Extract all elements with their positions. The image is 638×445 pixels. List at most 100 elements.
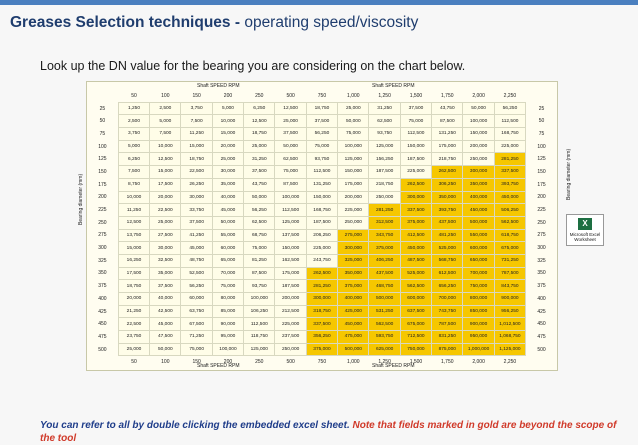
dn-cell: 50,000	[274, 139, 307, 154]
speed-label-1000: 1,000	[337, 90, 369, 103]
speed-label-1500: 1,500	[400, 90, 432, 103]
dn-cell: 850,000	[462, 304, 495, 319]
dn-cell: 25,000	[274, 114, 307, 129]
dn-cell: 787,500	[431, 317, 464, 332]
diameter-label-100: 100	[525, 140, 557, 153]
caption-top-left: Shaft SPEED RPM	[197, 83, 240, 89]
dn-cell: 65,000	[211, 253, 245, 268]
dn-cell: 100,000	[462, 114, 495, 129]
diameter-label-375: 375	[87, 279, 119, 293]
diameter-label-150: 150	[525, 165, 557, 179]
dn-cell: 93,750	[368, 127, 401, 141]
dn-cell: 500,000	[462, 215, 495, 230]
dn-cell: 300,000	[399, 190, 433, 205]
speed-label-2000: 2,000	[462, 355, 495, 369]
dn-cell: 200,000	[337, 190, 370, 205]
dn-cell: 31,250	[243, 152, 276, 167]
diameter-label-375: 375	[525, 279, 557, 293]
diameter-row-200: 200 10,000 20,000 30,000 40,000 50,000 100,000…	[87, 190, 557, 205]
dn-cell: 2,500	[117, 114, 151, 129]
dn-cell: 125,000	[337, 152, 370, 167]
diameter-row-425: 425 21,250 42,500 63,750 85,000 106,250 212,50…	[87, 304, 557, 319]
dn-cell: 131,250	[431, 127, 464, 141]
dn-cell: 30,000	[149, 241, 182, 255]
dn-chart[interactable]: Shaft SPEED RPM Shaft SPEED RPM 50 100 150…	[86, 81, 558, 371]
dn-cell: 45,000	[149, 317, 182, 332]
dn-cell: 450,000	[493, 190, 527, 205]
dn-cell: 162,500	[274, 253, 307, 268]
diameter-label-450: 450	[525, 317, 557, 331]
dn-cell: 75,000	[305, 139, 339, 154]
dn-cell: 325,000	[337, 253, 370, 268]
dn-cell: 35,000	[149, 266, 182, 281]
dn-cell: 15,000	[149, 165, 182, 179]
dn-cell: 212,500	[274, 304, 307, 319]
diameter-label-300: 300	[87, 241, 119, 255]
dn-cell: 56,250	[180, 279, 213, 293]
dn-cell: 250,000	[274, 342, 307, 357]
dn-cell: 131,250	[305, 177, 339, 192]
dn-cell: 187,500	[368, 165, 401, 179]
dn-cell: 150,000	[337, 165, 370, 179]
dn-cell: 468,750	[368, 279, 401, 293]
dn-cell: 250,000	[368, 190, 401, 205]
dn-cell: 18,750	[305, 101, 339, 116]
dn-cell: 48,750	[180, 253, 213, 268]
dn-cell: 156,250	[368, 152, 401, 167]
diameter-label-125: 125	[525, 152, 557, 166]
dn-cell: 75,000	[399, 114, 433, 129]
speed-label-2250: 2,250	[494, 90, 526, 103]
dn-cell: 187,500	[305, 215, 339, 230]
dn-cell: 375,000	[305, 342, 339, 357]
diameter-label-225: 225	[525, 203, 557, 217]
diameter-label-300: 300	[525, 241, 557, 255]
dn-cell: 3,750	[180, 101, 213, 116]
dn-cell: 562,500	[368, 317, 401, 332]
dn-cell: 37,500	[274, 127, 307, 141]
diameter-row-25: 25 1,250 2,500 3,750 5,000 6,250 12,500 18,750 2…	[87, 101, 557, 116]
dn-cell: 21,250	[117, 304, 151, 319]
dn-cell: 3,750	[117, 127, 151, 141]
dn-cell: 400,000	[462, 190, 495, 205]
dn-cell: 50,000	[462, 101, 495, 116]
dn-cell: 875,000	[431, 342, 464, 357]
diameter-label-50: 50	[87, 114, 119, 128]
dn-cell: 50,000	[243, 190, 276, 205]
footer-note: You can refer to all by double clicking …	[40, 419, 630, 445]
dn-cell: 656,250	[431, 279, 464, 293]
diameter-label-25: 25	[87, 102, 119, 115]
dn-cell: 831,250	[431, 330, 464, 344]
dn-cell: 1,000,000	[462, 342, 495, 357]
diameter-label-450: 450	[87, 317, 119, 331]
dn-cell: 37,500	[305, 114, 339, 129]
dn-cell: 30,000	[211, 165, 245, 179]
embedded-excel-object[interactable]: X Microsoft Excel Worksheet	[566, 214, 604, 246]
speed-label-1750: 1,750	[431, 90, 463, 103]
dn-cell: 450,000	[462, 203, 495, 217]
dn-cell: 42,500	[149, 304, 182, 319]
dn-cell: 22,500	[180, 165, 213, 179]
corner-cell	[525, 90, 557, 103]
diameter-label-275: 275	[525, 229, 557, 242]
speed-label-1250: 1,250	[368, 355, 401, 369]
dn-cell: 1,250	[117, 101, 151, 116]
dn-cell: 562,500	[399, 279, 433, 293]
speed-label-200: 200	[212, 90, 244, 103]
dn-cell: 18,750	[180, 152, 213, 167]
diameter-row-50: 50 2,500 5,000 7,500 10,000 12,500 25,000 37,50…	[87, 114, 557, 129]
dn-cell: 306,250	[431, 177, 464, 192]
dn-cell: 5,000	[211, 101, 245, 116]
diameter-label-75: 75	[525, 127, 557, 141]
diameter-label-75: 75	[87, 127, 119, 141]
dn-cell: 80,000	[211, 292, 245, 306]
speed-label-1250: 1,250	[368, 90, 401, 103]
dn-cell: 112,500	[399, 127, 433, 141]
dn-cell: 95,000	[211, 330, 245, 344]
dn-cell: 68,750	[243, 228, 276, 243]
speed-label-50: 50	[118, 355, 150, 369]
speed-label-150: 150	[180, 90, 213, 103]
dn-cell: 81,250	[243, 253, 276, 268]
diameter-row-125: 125 6,250 12,500 18,750 25,000 31,250 62,500 93…	[87, 152, 557, 167]
title-bold: Greases Selection techniques -	[10, 14, 241, 31]
dn-cell: 93,750	[305, 152, 339, 167]
